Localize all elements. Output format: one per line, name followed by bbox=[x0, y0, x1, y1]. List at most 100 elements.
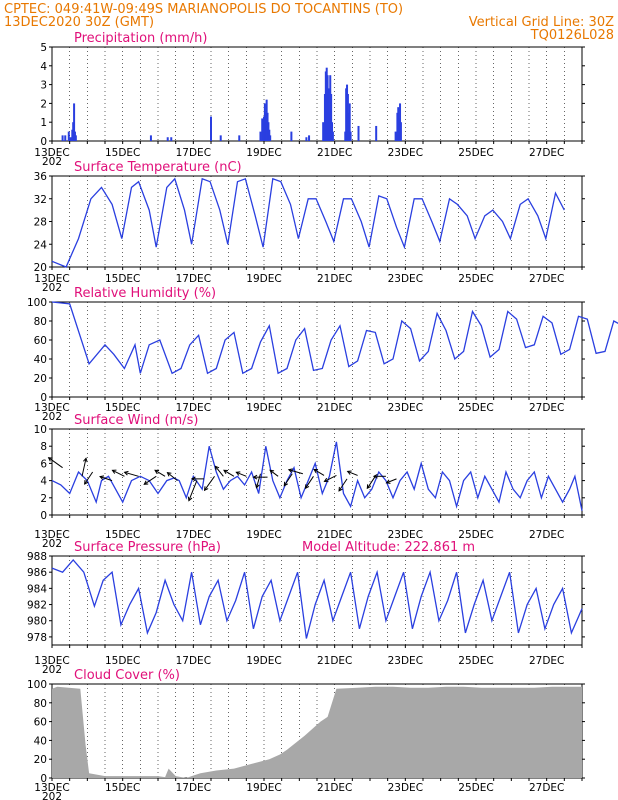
wind-arrow bbox=[313, 469, 325, 476]
wind-xtick-label: 21DEC bbox=[317, 529, 352, 541]
wind-ytick-label: 6 bbox=[40, 458, 47, 470]
temp-xtick-label: 19DEC bbox=[246, 273, 281, 285]
header-model: TQ0126L028 bbox=[530, 28, 614, 43]
pressure-xtick-label: 21DEC bbox=[317, 655, 352, 667]
temp-panel: Surface Temperature (nC) 20 24 28 32 36 13DEC 1… bbox=[34, 160, 585, 294]
wind-arrow-head bbox=[269, 469, 275, 475]
precip-ytick-label: 1 bbox=[40, 117, 47, 129]
temp-ytick-label: 36 bbox=[34, 171, 48, 183]
precip-xtick-label: 21DEC bbox=[317, 147, 352, 159]
precip-bar bbox=[73, 103, 76, 141]
pressure-ytick-label: 978 bbox=[27, 632, 47, 644]
temp-title: Surface Temperature (nC) bbox=[74, 160, 242, 175]
wind-arrow-head bbox=[235, 471, 241, 476]
rh-xtick-label: 19DEC bbox=[246, 402, 281, 414]
rh-xtick-label: 13DEC bbox=[34, 402, 69, 414]
precip-bar bbox=[210, 116, 212, 141]
wind-arrow bbox=[255, 473, 261, 488]
wind-xtick-label: 15DEC bbox=[105, 529, 140, 541]
precip-bar bbox=[61, 135, 64, 141]
cloud-ytick-label: 100 bbox=[27, 679, 47, 691]
cloud-ytick-label: 40 bbox=[34, 735, 47, 747]
temp-xtick-label: 21DEC bbox=[317, 273, 352, 285]
cloud-ytick-label: 20 bbox=[34, 754, 47, 766]
panels: Precipitation (mm/h) 0 1 2 3 4 5 13DEC 15DEC 17DE… bbox=[27, 31, 618, 800]
wind-arrow-head bbox=[143, 480, 149, 485]
wind-arrow bbox=[112, 469, 125, 477]
wind-arrow-head bbox=[323, 477, 329, 483]
wind-arrow-head bbox=[154, 469, 160, 475]
temp-year-label: 202 bbox=[42, 282, 62, 294]
wind-arrow-head bbox=[111, 469, 117, 474]
precip-xtick-label: 13DEC bbox=[34, 147, 69, 159]
precip-xtick-label: 25DEC bbox=[458, 147, 493, 159]
cloud-ytick-label: 60 bbox=[34, 717, 47, 729]
rh-ytick-label: 40 bbox=[34, 354, 47, 366]
wind-arrow bbox=[188, 480, 198, 501]
wind-arrow bbox=[269, 469, 279, 477]
cloud-cover-area bbox=[52, 686, 582, 778]
wind-arrow bbox=[204, 476, 215, 491]
precip-xtick-label: 27DEC bbox=[529, 147, 564, 159]
wind-arrow-head bbox=[190, 476, 196, 482]
cloud-xtick-label: 23DEC bbox=[388, 782, 423, 794]
wind-arrow-head bbox=[223, 469, 228, 475]
pressure-xtick-label: 25DEC bbox=[458, 655, 493, 667]
cloud-panel: Cloud Cover (%) 0 20 40 60 80 100 13DEC 15DEC 17D… bbox=[27, 668, 585, 800]
wind-arrow bbox=[236, 471, 247, 477]
header-date: 13DEC2020 30Z (GMT) bbox=[4, 15, 154, 30]
cloud-xtick-label: 17DEC bbox=[176, 782, 211, 794]
precip-bar bbox=[166, 137, 169, 141]
wind-arrow bbox=[305, 476, 314, 489]
wind-ytick-label: 8 bbox=[40, 441, 47, 453]
wind-arrow bbox=[283, 473, 293, 486]
wind-xtick-label: 17DEC bbox=[176, 529, 211, 541]
temp-xtick-label: 17DEC bbox=[176, 273, 211, 285]
cloud-xtick-label: 25DEC bbox=[458, 782, 493, 794]
pressure-ytick-label: 988 bbox=[27, 551, 47, 563]
precip-bar bbox=[357, 125, 360, 141]
wind-arrow-head bbox=[372, 473, 378, 479]
wind-arrow-head bbox=[366, 484, 372, 490]
precip-bar bbox=[259, 131, 262, 141]
wind-arrow-head bbox=[99, 475, 105, 480]
precip-ytick-label: 4 bbox=[40, 61, 47, 73]
wind-ytick-label: 10 bbox=[34, 424, 47, 436]
temp-xtick-label: 15DEC bbox=[105, 273, 140, 285]
wind-arrow-head bbox=[313, 468, 319, 474]
wind-arrow-head bbox=[252, 474, 258, 480]
wind-xtick-label: 13DEC bbox=[34, 529, 69, 541]
cloud-xtick-label: 15DEC bbox=[105, 782, 140, 794]
wind-arrow bbox=[99, 476, 113, 482]
header-location: CPTEC: 049:41W-09:49S MARIANOPOLIS DO TO… bbox=[4, 2, 403, 17]
temp-ytick-label: 24 bbox=[34, 239, 48, 251]
temp-series-line bbox=[51, 177, 565, 268]
rh-ytick-label: 20 bbox=[34, 373, 47, 385]
cloud-xtick-label: 19DEC bbox=[246, 782, 281, 794]
rh-xtick-label: 15DEC bbox=[105, 402, 140, 414]
precip-ytick-label: 3 bbox=[40, 80, 47, 92]
precip-panel: Precipitation (mm/h) 0 1 2 3 4 5 13DEC 15DEC 17DE… bbox=[34, 31, 585, 168]
precip-bar bbox=[170, 137, 173, 141]
cloud-xtick-label: 27DEC bbox=[529, 782, 564, 794]
wind-xtick-label: 23DEC bbox=[388, 529, 423, 541]
cloud-xtick-label: 13DEC bbox=[34, 782, 69, 794]
precip-xtick-label: 17DEC bbox=[176, 147, 211, 159]
cloud-ytick-label: 80 bbox=[34, 698, 47, 710]
wind-arrow bbox=[154, 469, 166, 477]
wind-arrow bbox=[81, 458, 87, 477]
pressure-xtick-label: 27DEC bbox=[529, 655, 564, 667]
wind-arrow bbox=[338, 478, 348, 492]
wind-arrow bbox=[366, 476, 376, 489]
pressure-ytick-label: 986 bbox=[27, 567, 47, 579]
pressure-title: Surface Pressure (hPa) bbox=[74, 540, 221, 555]
precip-bar bbox=[261, 118, 264, 141]
rh-xtick-label: 27DEC bbox=[529, 402, 564, 414]
precip-bar bbox=[394, 131, 397, 141]
wind-panel: Surface Wind (m/s) 0 2 4 6 8 10 13DEC 15DEC 17DEC… bbox=[34, 413, 585, 550]
wind-arrow-head bbox=[283, 481, 289, 487]
wind-arrow bbox=[347, 470, 358, 476]
wind-ytick-label: 2 bbox=[40, 493, 47, 505]
wind-arrow bbox=[143, 475, 157, 485]
